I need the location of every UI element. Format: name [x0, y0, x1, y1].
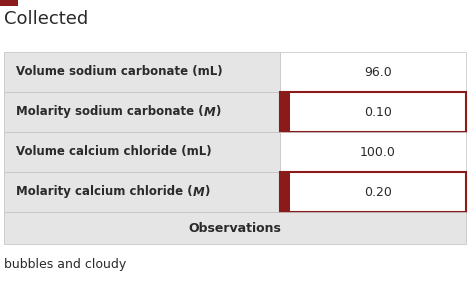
Text: 100.0: 100.0: [360, 145, 396, 159]
Text: 0.20: 0.20: [364, 185, 392, 199]
Text: ): ): [215, 105, 221, 119]
Text: Molarity calcium chloride (: Molarity calcium chloride (: [16, 185, 192, 199]
Text: 0.10: 0.10: [364, 105, 392, 119]
Text: Volume calcium chloride (mL): Volume calcium chloride (mL): [16, 145, 211, 159]
Text: Volume sodium carbonate (mL): Volume sodium carbonate (mL): [16, 65, 223, 79]
Text: M: M: [192, 185, 204, 199]
Text: Collected: Collected: [4, 10, 88, 28]
Text: Molarity sodium carbonate (: Molarity sodium carbonate (: [16, 105, 204, 119]
Text: 96.0: 96.0: [364, 65, 392, 79]
Text: bubbles and cloudy: bubbles and cloudy: [4, 258, 126, 271]
Text: ): ): [204, 185, 210, 199]
Text: Observations: Observations: [189, 222, 282, 234]
Text: M: M: [204, 105, 215, 119]
